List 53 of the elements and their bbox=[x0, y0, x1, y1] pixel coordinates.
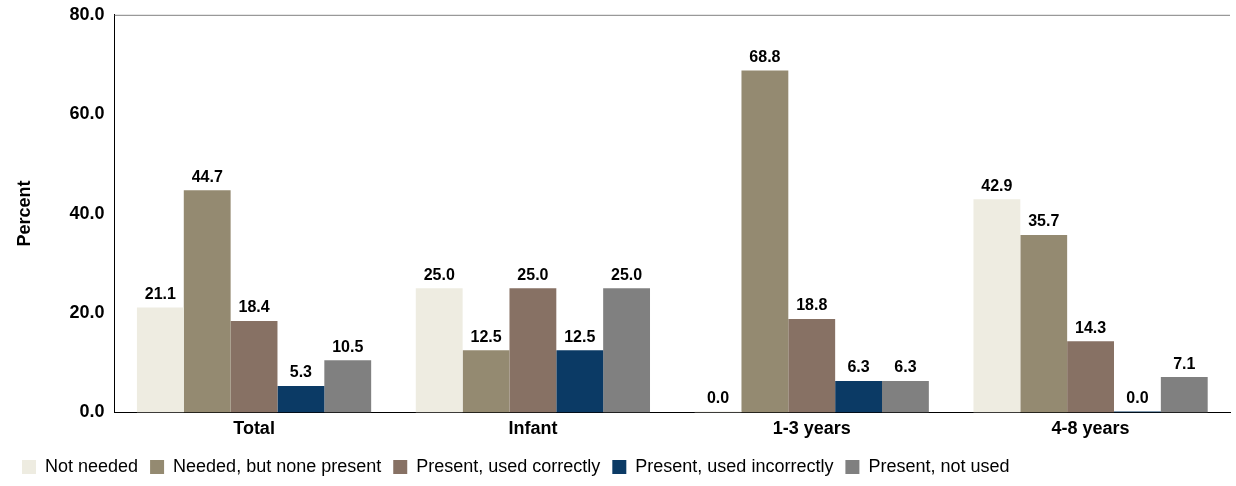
bar bbox=[415, 288, 463, 413]
data-label: 35.7 bbox=[1028, 212, 1060, 230]
bar bbox=[835, 381, 883, 413]
data-label: 12.5 bbox=[470, 327, 502, 345]
data-label: 44.7 bbox=[191, 167, 223, 185]
data-label: 10.5 bbox=[332, 337, 364, 355]
legend-label: Needed, but none present bbox=[173, 455, 382, 476]
bar bbox=[973, 199, 1021, 413]
legend-label: Not needed bbox=[45, 455, 139, 476]
y-tick-label: 60.0 bbox=[69, 103, 105, 124]
bar bbox=[230, 320, 278, 413]
bar bbox=[324, 360, 372, 413]
data-label: 21.1 bbox=[144, 284, 177, 302]
data-label: 25.0 bbox=[611, 265, 643, 283]
data-label: 18.8 bbox=[796, 296, 828, 314]
bar bbox=[556, 350, 604, 413]
bar bbox=[277, 386, 325, 413]
bar bbox=[788, 318, 836, 413]
bar bbox=[183, 190, 231, 413]
bar bbox=[1020, 234, 1068, 413]
data-label: 7.1 bbox=[1173, 354, 1196, 372]
data-label: 68.8 bbox=[749, 47, 781, 65]
bar bbox=[509, 288, 557, 413]
bar bbox=[882, 381, 929, 413]
bar bbox=[1067, 341, 1114, 413]
y-tick-label: 40.0 bbox=[69, 202, 105, 223]
y-axis-title: Percent bbox=[13, 180, 34, 247]
data-label: 25.0 bbox=[423, 265, 455, 283]
data-label: 0.0 bbox=[706, 388, 730, 406]
y-tick-label: 80.0 bbox=[69, 3, 105, 24]
data-label: 14.3 bbox=[1075, 318, 1107, 336]
x-tick-label: 4-8 years bbox=[1051, 418, 1130, 439]
data-label: 6.3 bbox=[894, 358, 917, 376]
legend-label: Present, used correctly bbox=[416, 455, 601, 476]
bar bbox=[462, 350, 510, 413]
data-label: 18.4 bbox=[238, 298, 270, 316]
y-tick-label: 20.0 bbox=[69, 301, 105, 322]
data-label: 12.5 bbox=[564, 327, 596, 345]
data-label: 6.3 bbox=[847, 358, 870, 376]
data-label: 5.3 bbox=[289, 363, 313, 381]
y-tick-label: 0.0 bbox=[79, 401, 105, 422]
data-label: 25.0 bbox=[517, 265, 549, 283]
bar bbox=[1160, 377, 1208, 413]
x-tick-label: Total bbox=[233, 418, 275, 439]
data-label: 42.9 bbox=[981, 176, 1013, 194]
x-tick-label: Infant bbox=[508, 418, 558, 439]
bar bbox=[603, 288, 651, 413]
bar bbox=[136, 307, 184, 413]
data-label: 0.0 bbox=[1126, 388, 1149, 406]
legend-label: Present, used incorrectly bbox=[635, 455, 834, 476]
bar bbox=[741, 70, 789, 413]
x-tick-label: 1-3 years bbox=[772, 418, 851, 439]
legend-label: Present, not used bbox=[868, 455, 1010, 476]
